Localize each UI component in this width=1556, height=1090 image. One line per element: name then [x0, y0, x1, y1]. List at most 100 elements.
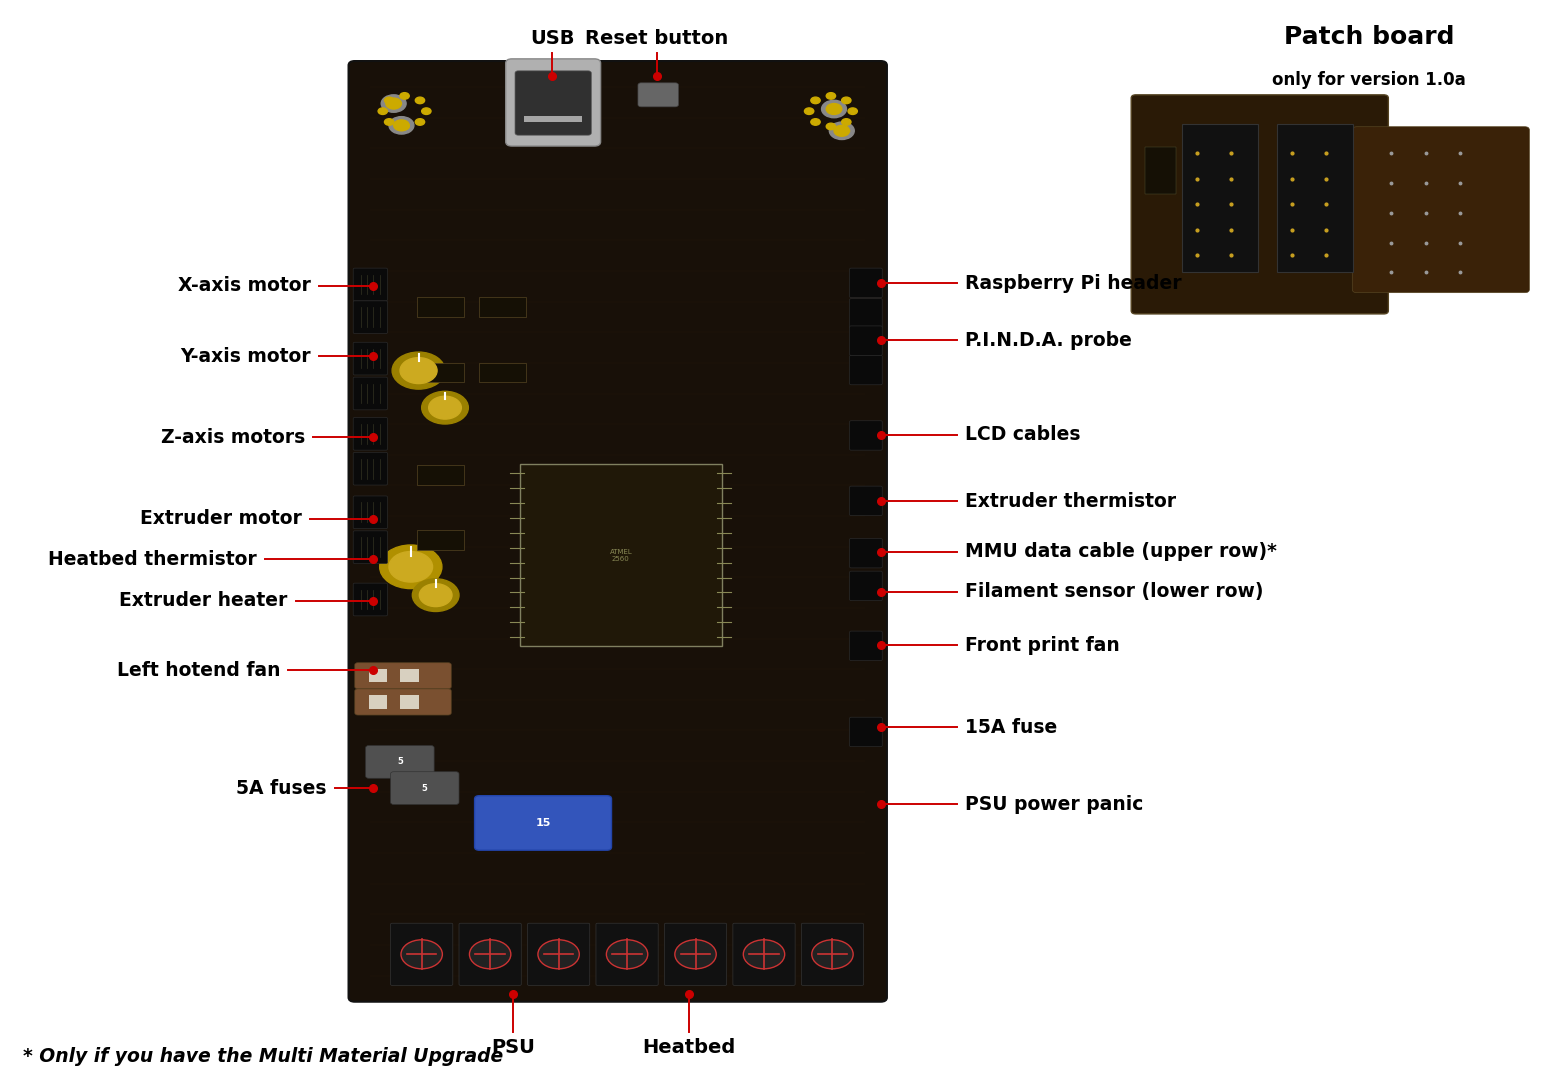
Text: Z-axis motors: Z-axis motors: [160, 427, 305, 447]
Bar: [417, 465, 464, 485]
Circle shape: [842, 97, 851, 104]
Text: P.I.N.D.A. probe: P.I.N.D.A. probe: [965, 330, 1131, 350]
Text: Patch board: Patch board: [1284, 25, 1455, 49]
Text: PSU power panic: PSU power panic: [965, 795, 1144, 814]
Text: 5: 5: [422, 784, 428, 792]
FancyBboxPatch shape: [459, 923, 521, 985]
Circle shape: [428, 396, 461, 419]
Circle shape: [822, 100, 846, 118]
Circle shape: [389, 552, 433, 582]
FancyBboxPatch shape: [596, 923, 658, 985]
FancyBboxPatch shape: [850, 571, 882, 601]
Bar: [479, 298, 526, 317]
Text: Extruder motor: Extruder motor: [140, 509, 302, 529]
Text: Extruder thermistor: Extruder thermistor: [965, 492, 1176, 511]
Text: MMU data cable (upper row)*: MMU data cable (upper row)*: [965, 542, 1276, 561]
FancyBboxPatch shape: [850, 486, 882, 516]
Circle shape: [812, 940, 853, 969]
FancyBboxPatch shape: [850, 631, 882, 661]
Bar: [400, 669, 419, 682]
Text: Heatbed: Heatbed: [643, 1038, 736, 1056]
Text: LCD cables: LCD cables: [965, 425, 1080, 445]
Circle shape: [400, 93, 409, 99]
FancyBboxPatch shape: [353, 531, 387, 564]
Circle shape: [811, 97, 820, 104]
Circle shape: [394, 120, 409, 131]
Circle shape: [829, 122, 854, 140]
Circle shape: [378, 108, 387, 114]
FancyBboxPatch shape: [850, 326, 882, 355]
FancyBboxPatch shape: [801, 923, 864, 985]
Text: X-axis motor: X-axis motor: [179, 276, 311, 295]
FancyBboxPatch shape: [638, 83, 678, 107]
Circle shape: [470, 940, 510, 969]
FancyBboxPatch shape: [353, 301, 387, 334]
FancyBboxPatch shape: [366, 746, 434, 778]
Bar: [479, 363, 526, 383]
FancyBboxPatch shape: [506, 59, 601, 146]
Circle shape: [384, 119, 394, 125]
Bar: [417, 531, 464, 550]
FancyBboxPatch shape: [1277, 123, 1354, 272]
FancyBboxPatch shape: [850, 355, 882, 385]
Circle shape: [415, 119, 425, 125]
Bar: [417, 298, 464, 317]
Circle shape: [826, 93, 836, 99]
FancyBboxPatch shape: [475, 796, 612, 850]
FancyBboxPatch shape: [353, 342, 387, 375]
Circle shape: [389, 117, 414, 134]
Circle shape: [422, 108, 431, 114]
Text: 5A fuses: 5A fuses: [237, 778, 327, 798]
Circle shape: [848, 108, 857, 114]
Circle shape: [422, 391, 468, 424]
FancyBboxPatch shape: [391, 923, 453, 985]
FancyBboxPatch shape: [1131, 95, 1388, 314]
Text: Extruder heater: Extruder heater: [120, 591, 288, 610]
FancyBboxPatch shape: [850, 268, 882, 298]
FancyBboxPatch shape: [520, 464, 722, 646]
Circle shape: [384, 97, 394, 104]
Text: ATMEL
2560: ATMEL 2560: [610, 549, 632, 561]
FancyBboxPatch shape: [353, 417, 387, 450]
FancyBboxPatch shape: [391, 772, 459, 804]
Text: PSU: PSU: [492, 1038, 535, 1056]
FancyBboxPatch shape: [349, 61, 887, 1002]
FancyBboxPatch shape: [355, 689, 451, 715]
Text: Filament sensor (lower row): Filament sensor (lower row): [965, 582, 1263, 602]
FancyBboxPatch shape: [527, 923, 590, 985]
Circle shape: [401, 940, 442, 969]
Circle shape: [420, 584, 453, 606]
FancyBboxPatch shape: [850, 538, 882, 568]
Text: 15: 15: [535, 818, 551, 828]
Circle shape: [386, 98, 401, 109]
FancyBboxPatch shape: [1352, 126, 1530, 293]
Bar: [417, 363, 464, 383]
Circle shape: [744, 940, 784, 969]
Bar: [369, 669, 387, 682]
Text: * Only if you have the Multi Material Upgrade: * Only if you have the Multi Material Up…: [23, 1047, 504, 1066]
FancyBboxPatch shape: [850, 299, 882, 328]
FancyBboxPatch shape: [515, 71, 591, 135]
FancyBboxPatch shape: [1181, 123, 1257, 272]
Text: Raspberry Pi header: Raspberry Pi header: [965, 274, 1181, 293]
Circle shape: [381, 95, 406, 112]
Text: 15A fuse: 15A fuse: [965, 717, 1057, 737]
Circle shape: [607, 940, 647, 969]
Text: Left hotend fan: Left hotend fan: [117, 661, 280, 680]
Text: Y-axis motor: Y-axis motor: [180, 347, 311, 366]
Circle shape: [412, 579, 459, 611]
FancyBboxPatch shape: [353, 268, 387, 301]
FancyBboxPatch shape: [850, 421, 882, 450]
Bar: [369, 695, 387, 708]
Circle shape: [400, 358, 437, 384]
Circle shape: [675, 940, 716, 969]
Circle shape: [380, 545, 442, 589]
Circle shape: [392, 352, 445, 389]
Circle shape: [826, 123, 836, 130]
FancyBboxPatch shape: [733, 923, 795, 985]
Circle shape: [834, 125, 850, 136]
Circle shape: [415, 97, 425, 104]
FancyBboxPatch shape: [850, 717, 882, 747]
Text: Heatbed thermistor: Heatbed thermistor: [48, 549, 257, 569]
FancyBboxPatch shape: [664, 923, 727, 985]
